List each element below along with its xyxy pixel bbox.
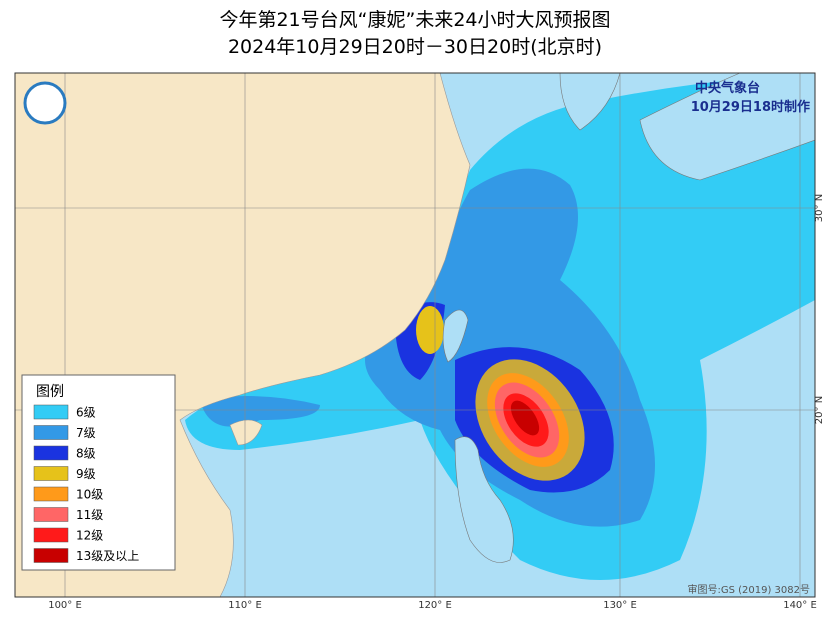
japan-korea xyxy=(559,73,815,181)
legend-swatch xyxy=(33,486,69,502)
lon-label: 100° E xyxy=(48,600,82,611)
legend-swatch xyxy=(33,425,69,440)
legend-label: 12级 xyxy=(76,529,103,543)
lat-label: 30° N xyxy=(814,194,825,222)
legend-swatch xyxy=(33,507,69,522)
lon-label: 130° E xyxy=(603,600,637,611)
legend-swatch xyxy=(33,548,69,563)
hainan xyxy=(229,419,263,446)
legend: 6级 7级 8级 9级 10级 11级 12级 13级及以上 xyxy=(33,404,139,563)
lon-label: 120° E xyxy=(418,600,452,611)
map-area xyxy=(15,73,815,597)
legend-label: 11级 xyxy=(76,508,103,522)
subtitle: 2024年10月29日20时－30日20时(北京时) xyxy=(228,36,602,58)
zone-7b xyxy=(200,396,320,427)
legend-label: 6级 xyxy=(76,406,96,420)
logo xyxy=(23,81,67,125)
philippines xyxy=(454,436,514,563)
legend-title: 图例 xyxy=(36,384,64,400)
taiwan xyxy=(442,309,469,363)
legend-label: 8级 xyxy=(76,447,96,461)
legend-label: 9级 xyxy=(76,467,96,481)
issued: 10月29日18时制作 xyxy=(691,99,810,115)
legend-swatch xyxy=(33,404,69,420)
legend-swatch xyxy=(33,527,69,543)
legend-swatch xyxy=(33,466,69,481)
lon-label: 110° E xyxy=(228,600,262,611)
axis-labels: 100° E 110° E 120° E 130° E 140° E 30° N 20° N xyxy=(48,194,825,611)
legend-swatch xyxy=(33,445,69,461)
zone-9a xyxy=(416,306,444,354)
legend-label: 10级 xyxy=(76,488,103,502)
lon-label: 140° E xyxy=(783,600,817,611)
legend-label: 13级及以上 xyxy=(76,549,139,563)
frame xyxy=(14,72,816,598)
zone-13 xyxy=(510,400,540,436)
agency: 中央气象台 xyxy=(695,80,760,96)
title: 今年第21号台风“康妮”未来24小时大风预报图 xyxy=(219,9,610,31)
legend-label: 7级 xyxy=(76,426,96,440)
approval: 审图号:GS (2019) 3082号 xyxy=(687,583,810,596)
lat-label: 20° N xyxy=(814,396,825,424)
